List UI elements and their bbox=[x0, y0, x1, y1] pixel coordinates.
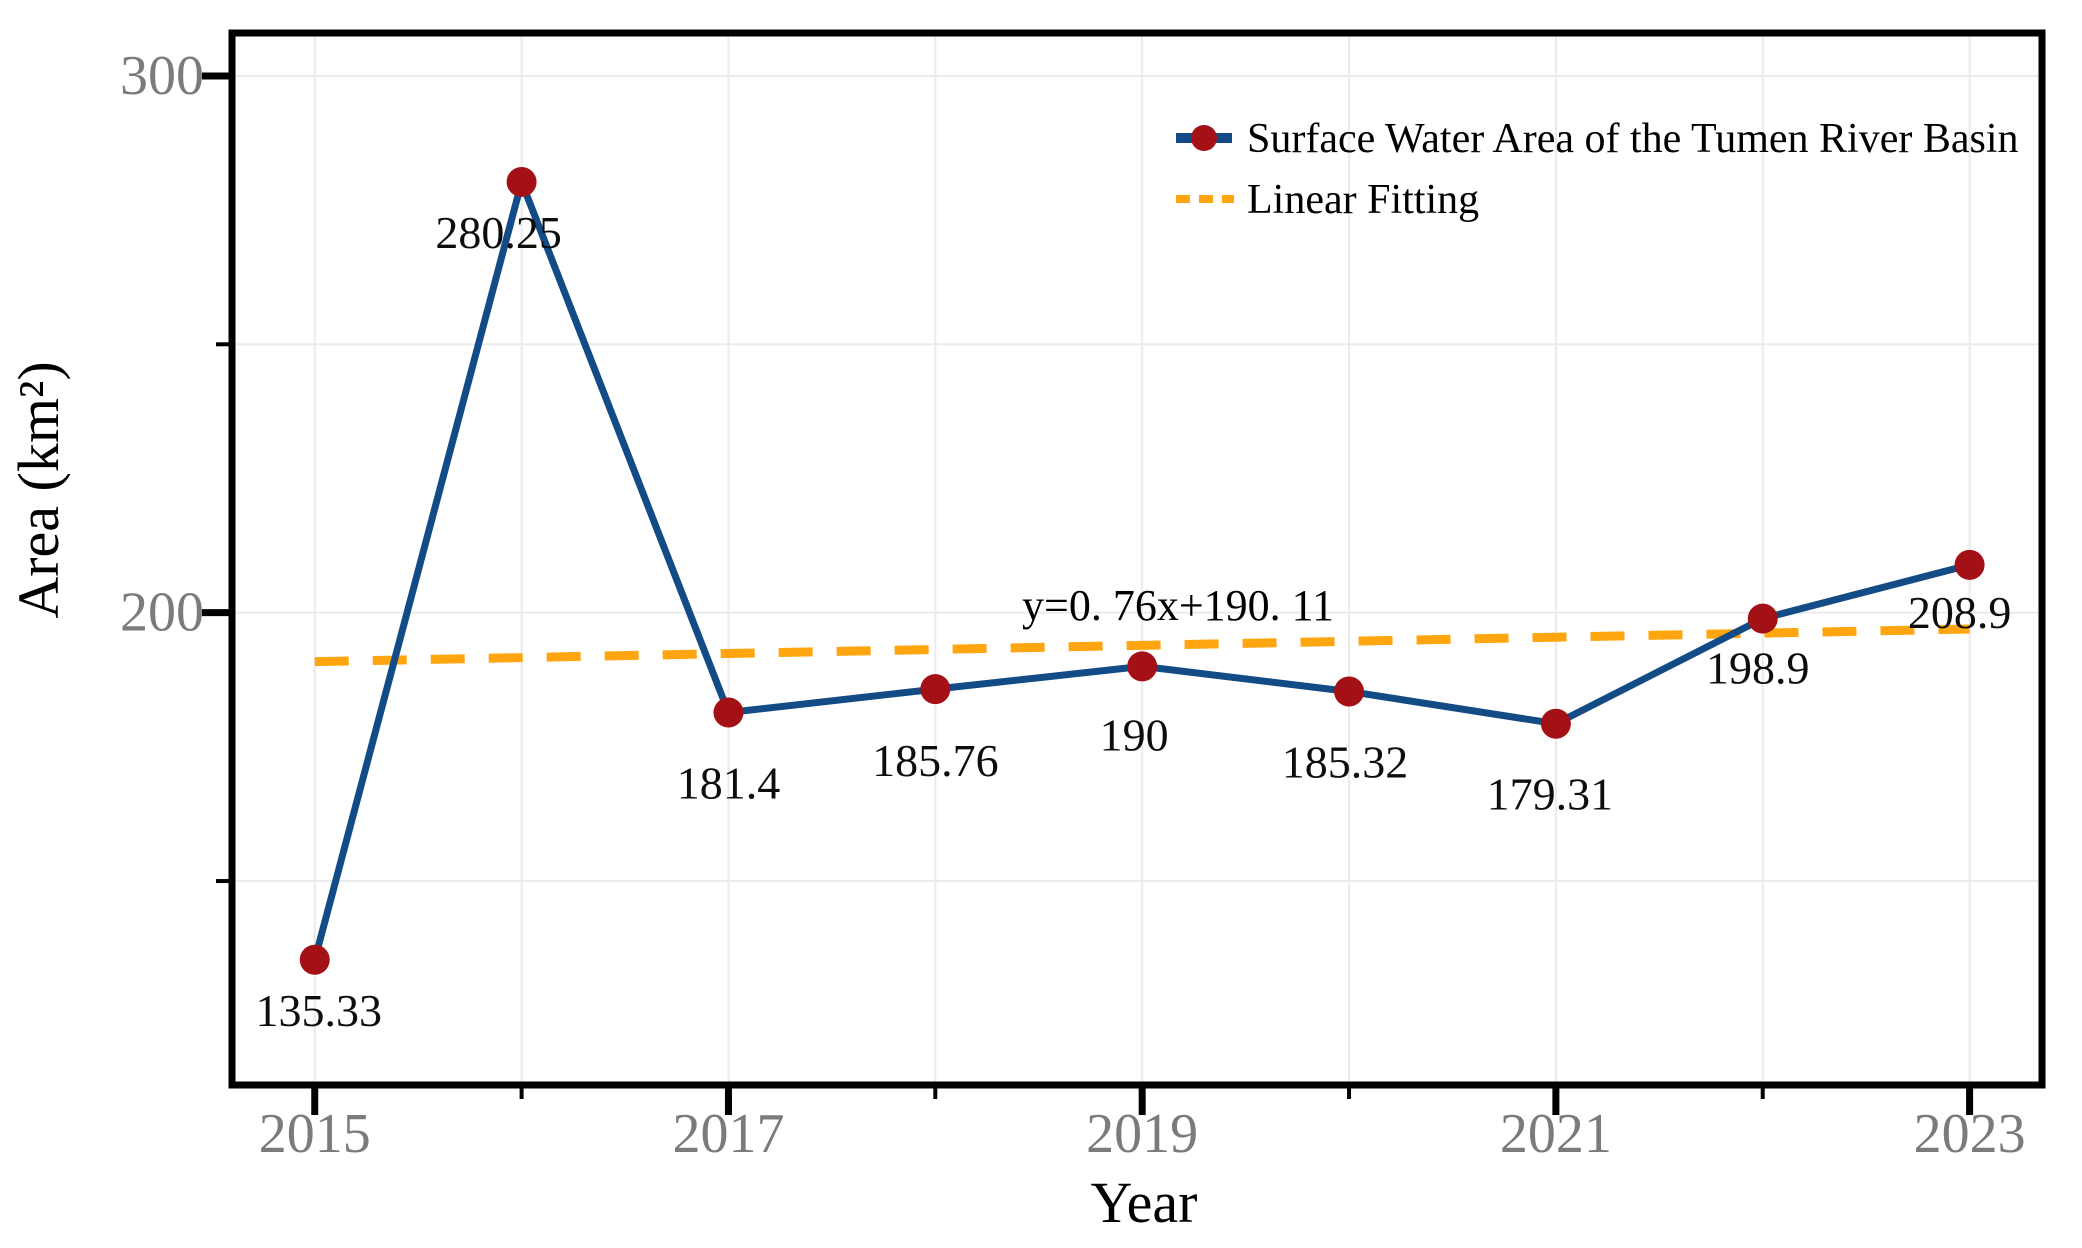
data-point bbox=[1127, 651, 1158, 682]
fit-equation-label: y=0. 76x+190. 11 bbox=[1022, 581, 1334, 630]
data-point-label: 185.76 bbox=[872, 735, 999, 786]
y-axis-title: Area (km²) bbox=[6, 361, 71, 618]
legend: Surface Water Area of the Tumen River Ba… bbox=[1176, 116, 2019, 223]
legend-item-fit: Linear Fitting bbox=[1176, 177, 1479, 223]
data-point bbox=[299, 944, 330, 975]
axis-ticks bbox=[202, 72, 1974, 1115]
legend-label-fit: Linear Fitting bbox=[1247, 177, 1479, 223]
x-tick-label: 2021 bbox=[1500, 1103, 1612, 1165]
x-axis-title: Year bbox=[1091, 1170, 1198, 1235]
linear-fit-line bbox=[314, 624, 1970, 667]
data-point-label: 135.33 bbox=[255, 985, 382, 1036]
data-point-label: 198.9 bbox=[1706, 643, 1810, 694]
x-tick-label: 2019 bbox=[1086, 1103, 1198, 1165]
legend-item-series: Surface Water Area of the Tumen River Ba… bbox=[1176, 116, 2019, 162]
y-tick-label: 300 bbox=[120, 45, 204, 107]
fit-dashed-line bbox=[314, 624, 1970, 667]
data-point-label: 179.31 bbox=[1487, 769, 1614, 820]
x-tick-label: 2015 bbox=[259, 1103, 371, 1165]
data-point bbox=[506, 166, 537, 197]
y-tick-label: 200 bbox=[120, 582, 204, 644]
data-point-label: 190 bbox=[1100, 709, 1169, 760]
data-point bbox=[713, 697, 744, 728]
data-point bbox=[920, 674, 951, 705]
series-legend-dot-icon bbox=[1191, 125, 1217, 151]
gridlines bbox=[232, 33, 2042, 1085]
data-point-label: 185.32 bbox=[1282, 736, 1409, 787]
data-point-labels: 135.33 280.25 181.4 185.76 190 185.32 179.31 19… bbox=[255, 207, 2011, 1036]
plot-border bbox=[228, 29, 2046, 1089]
data-point bbox=[1954, 549, 1985, 580]
data-point-label: 208.9 bbox=[1908, 587, 2012, 638]
data-point-label: 280.25 bbox=[435, 207, 562, 258]
data-point bbox=[1540, 708, 1571, 739]
x-tick-label: 2023 bbox=[1914, 1103, 2026, 1165]
axis-tick-labels: 2015 2017 2019 2021 2023 200 300 bbox=[120, 45, 2026, 1165]
data-point bbox=[1747, 603, 1778, 634]
data-point-label: 181.4 bbox=[677, 758, 781, 809]
data-point bbox=[1334, 676, 1365, 707]
data-points bbox=[299, 166, 1985, 975]
x-tick-label: 2017 bbox=[672, 1103, 784, 1165]
legend-label-series: Surface Water Area of the Tumen River Ba… bbox=[1247, 116, 2019, 162]
